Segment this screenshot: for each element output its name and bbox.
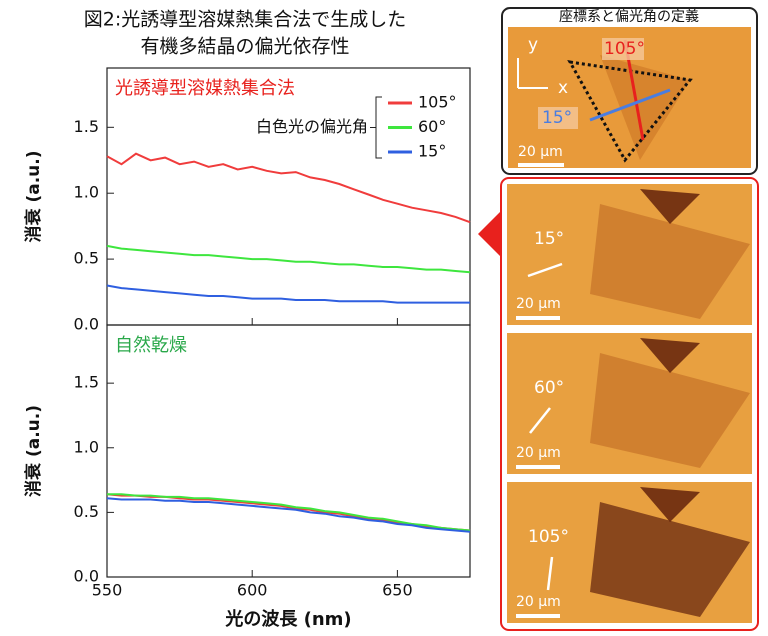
series-line bbox=[107, 154, 470, 223]
angle-label: 15° bbox=[542, 108, 572, 128]
scale-label: 20 μm bbox=[518, 144, 563, 160]
y-tick-label: 1.0 bbox=[74, 183, 99, 202]
pointer-arrow bbox=[478, 212, 500, 256]
scale-label: 20 μm bbox=[516, 445, 561, 461]
plot-frame bbox=[107, 325, 470, 577]
figure: 図2:光誘導型溶媒熱集合法で生成した 有機多結晶の偏光依存性 座標系と偏光角の定… bbox=[0, 0, 768, 636]
scale-label: 20 μm bbox=[516, 594, 561, 610]
annotation: 自然乾燥 bbox=[115, 335, 187, 356]
scale-label: 20 μm bbox=[516, 296, 561, 312]
y-tick-label: 0.5 bbox=[74, 249, 99, 268]
annotation: 光誘導型溶媒熱集合法 bbox=[115, 78, 295, 99]
legend-bracket bbox=[370, 97, 382, 158]
x-axis-label: 光の波長 (nm) bbox=[224, 608, 351, 630]
title-line: 図2:光誘導型溶媒熱集合法で生成した bbox=[84, 9, 407, 31]
angle-label: 60° bbox=[534, 378, 564, 398]
legend-label: 60° bbox=[418, 117, 446, 136]
x-tick-label: 550 bbox=[92, 581, 123, 600]
y-tick-label: 0.5 bbox=[74, 502, 99, 521]
angle-label: 15° bbox=[534, 229, 564, 249]
series-line bbox=[107, 246, 470, 272]
legend-label: 15° bbox=[418, 142, 446, 161]
x-tick-label: 600 bbox=[237, 581, 268, 600]
y-tick-label: 1.5 bbox=[74, 373, 99, 392]
series-line bbox=[107, 286, 470, 303]
axis-label: x bbox=[558, 78, 568, 98]
y-tick-label: 0.0 bbox=[74, 315, 99, 334]
y-axis-label: 消衰 (a.u.) bbox=[23, 151, 44, 243]
angle-label: 105° bbox=[604, 39, 645, 59]
plot-frame bbox=[107, 68, 470, 325]
x-tick-label: 650 bbox=[382, 581, 413, 600]
angle-label: 105° bbox=[528, 527, 569, 547]
y-axis-label: 消衰 (a.u.) bbox=[23, 405, 44, 497]
axis-label: y bbox=[528, 35, 538, 55]
y-tick-label: 1.0 bbox=[74, 437, 99, 456]
definition-title: 座標系と偏光角の定義 bbox=[559, 8, 699, 25]
micrograph-definition: 座標系と偏光角の定義 y x 105° 15° 20 μm bbox=[502, 8, 757, 174]
series-line bbox=[107, 498, 470, 532]
y-tick-label: 1.5 bbox=[74, 117, 99, 136]
legend-label: 105° bbox=[418, 93, 457, 112]
title-line: 有機多結晶の偏光依存性 bbox=[140, 36, 349, 58]
legend-title: 白色光の偏光角 bbox=[256, 117, 368, 136]
